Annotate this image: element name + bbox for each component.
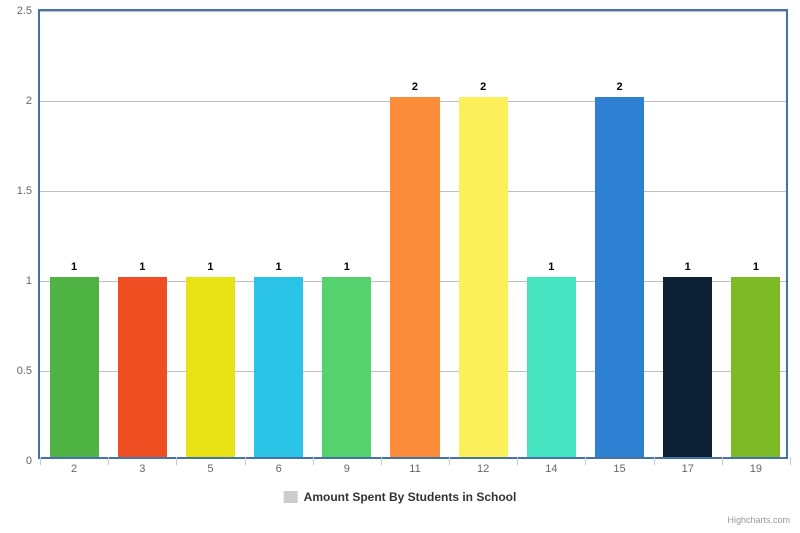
bar-value-label: 1 bbox=[71, 261, 77, 277]
y-axis-tick-label: 1.5 bbox=[17, 185, 40, 197]
y-axis-tick-label: 2 bbox=[26, 95, 40, 107]
bar-value-label: 2 bbox=[616, 81, 622, 97]
gridline bbox=[40, 11, 786, 12]
x-axis-tick-mark bbox=[517, 457, 518, 465]
bar-value-label: 1 bbox=[548, 261, 554, 277]
bar[interactable]: 1 bbox=[731, 277, 780, 457]
x-axis-tick-mark bbox=[585, 457, 586, 465]
x-axis-tick-label: 11 bbox=[409, 457, 420, 475]
x-axis-tick-mark bbox=[108, 457, 109, 465]
x-axis-tick-label: 3 bbox=[139, 457, 145, 475]
bar-value-label: 2 bbox=[480, 81, 486, 97]
x-axis-tick-mark bbox=[381, 457, 382, 465]
bar-value-label: 1 bbox=[207, 261, 213, 277]
x-axis-tick-mark bbox=[654, 457, 655, 465]
legend-label: Amount Spent By Students in School bbox=[304, 490, 517, 504]
x-axis-tick-mark bbox=[40, 457, 41, 465]
bar-value-label: 1 bbox=[685, 261, 691, 277]
x-axis-tick-mark bbox=[176, 457, 177, 465]
bar[interactable]: 1 bbox=[527, 277, 576, 457]
bar[interactable]: 1 bbox=[50, 277, 99, 457]
x-axis-tick-label: 17 bbox=[682, 457, 694, 475]
bar-value-label: 1 bbox=[276, 261, 282, 277]
x-axis-tick-label: 14 bbox=[545, 457, 557, 475]
legend: Amount Spent By Students in School bbox=[284, 490, 517, 504]
plot-border: 00.511.522.51213151619211212114215117119 bbox=[38, 9, 788, 459]
bar[interactable]: 2 bbox=[390, 97, 439, 457]
legend-swatch bbox=[284, 491, 298, 503]
x-axis-tick-label: 15 bbox=[613, 457, 625, 475]
x-axis-tick-mark bbox=[313, 457, 314, 465]
x-axis-tick-label: 19 bbox=[750, 457, 762, 475]
y-axis-tick-label: 0.5 bbox=[17, 365, 40, 377]
y-axis-tick-label: 1 bbox=[26, 275, 40, 287]
bar-value-label: 1 bbox=[139, 261, 145, 277]
x-axis-tick-mark bbox=[790, 457, 791, 465]
bar[interactable]: 1 bbox=[118, 277, 167, 457]
x-axis-tick-label: 6 bbox=[276, 457, 282, 475]
credits-link[interactable]: Highcharts.com bbox=[727, 515, 790, 525]
x-axis-tick-label: 9 bbox=[344, 457, 350, 475]
x-axis-tick-label: 5 bbox=[207, 457, 213, 475]
bar[interactable]: 1 bbox=[322, 277, 371, 457]
bar[interactable]: 2 bbox=[595, 97, 644, 457]
bar-value-label: 1 bbox=[344, 261, 350, 277]
x-axis-tick-mark bbox=[449, 457, 450, 465]
bar[interactable]: 1 bbox=[186, 277, 235, 457]
y-axis-tick-label: 0 bbox=[26, 455, 40, 467]
bar[interactable]: 1 bbox=[254, 277, 303, 457]
bar[interactable]: 1 bbox=[663, 277, 712, 457]
bar[interactable]: 2 bbox=[459, 97, 508, 457]
x-axis-tick-mark bbox=[722, 457, 723, 465]
y-axis-tick-label: 2.5 bbox=[17, 5, 40, 17]
x-axis-tick-label: 2 bbox=[71, 457, 77, 475]
x-axis-tick-mark bbox=[245, 457, 246, 465]
bar-value-label: 2 bbox=[412, 81, 418, 97]
x-axis-tick-label: 12 bbox=[477, 457, 489, 475]
bar-value-label: 1 bbox=[753, 261, 759, 277]
